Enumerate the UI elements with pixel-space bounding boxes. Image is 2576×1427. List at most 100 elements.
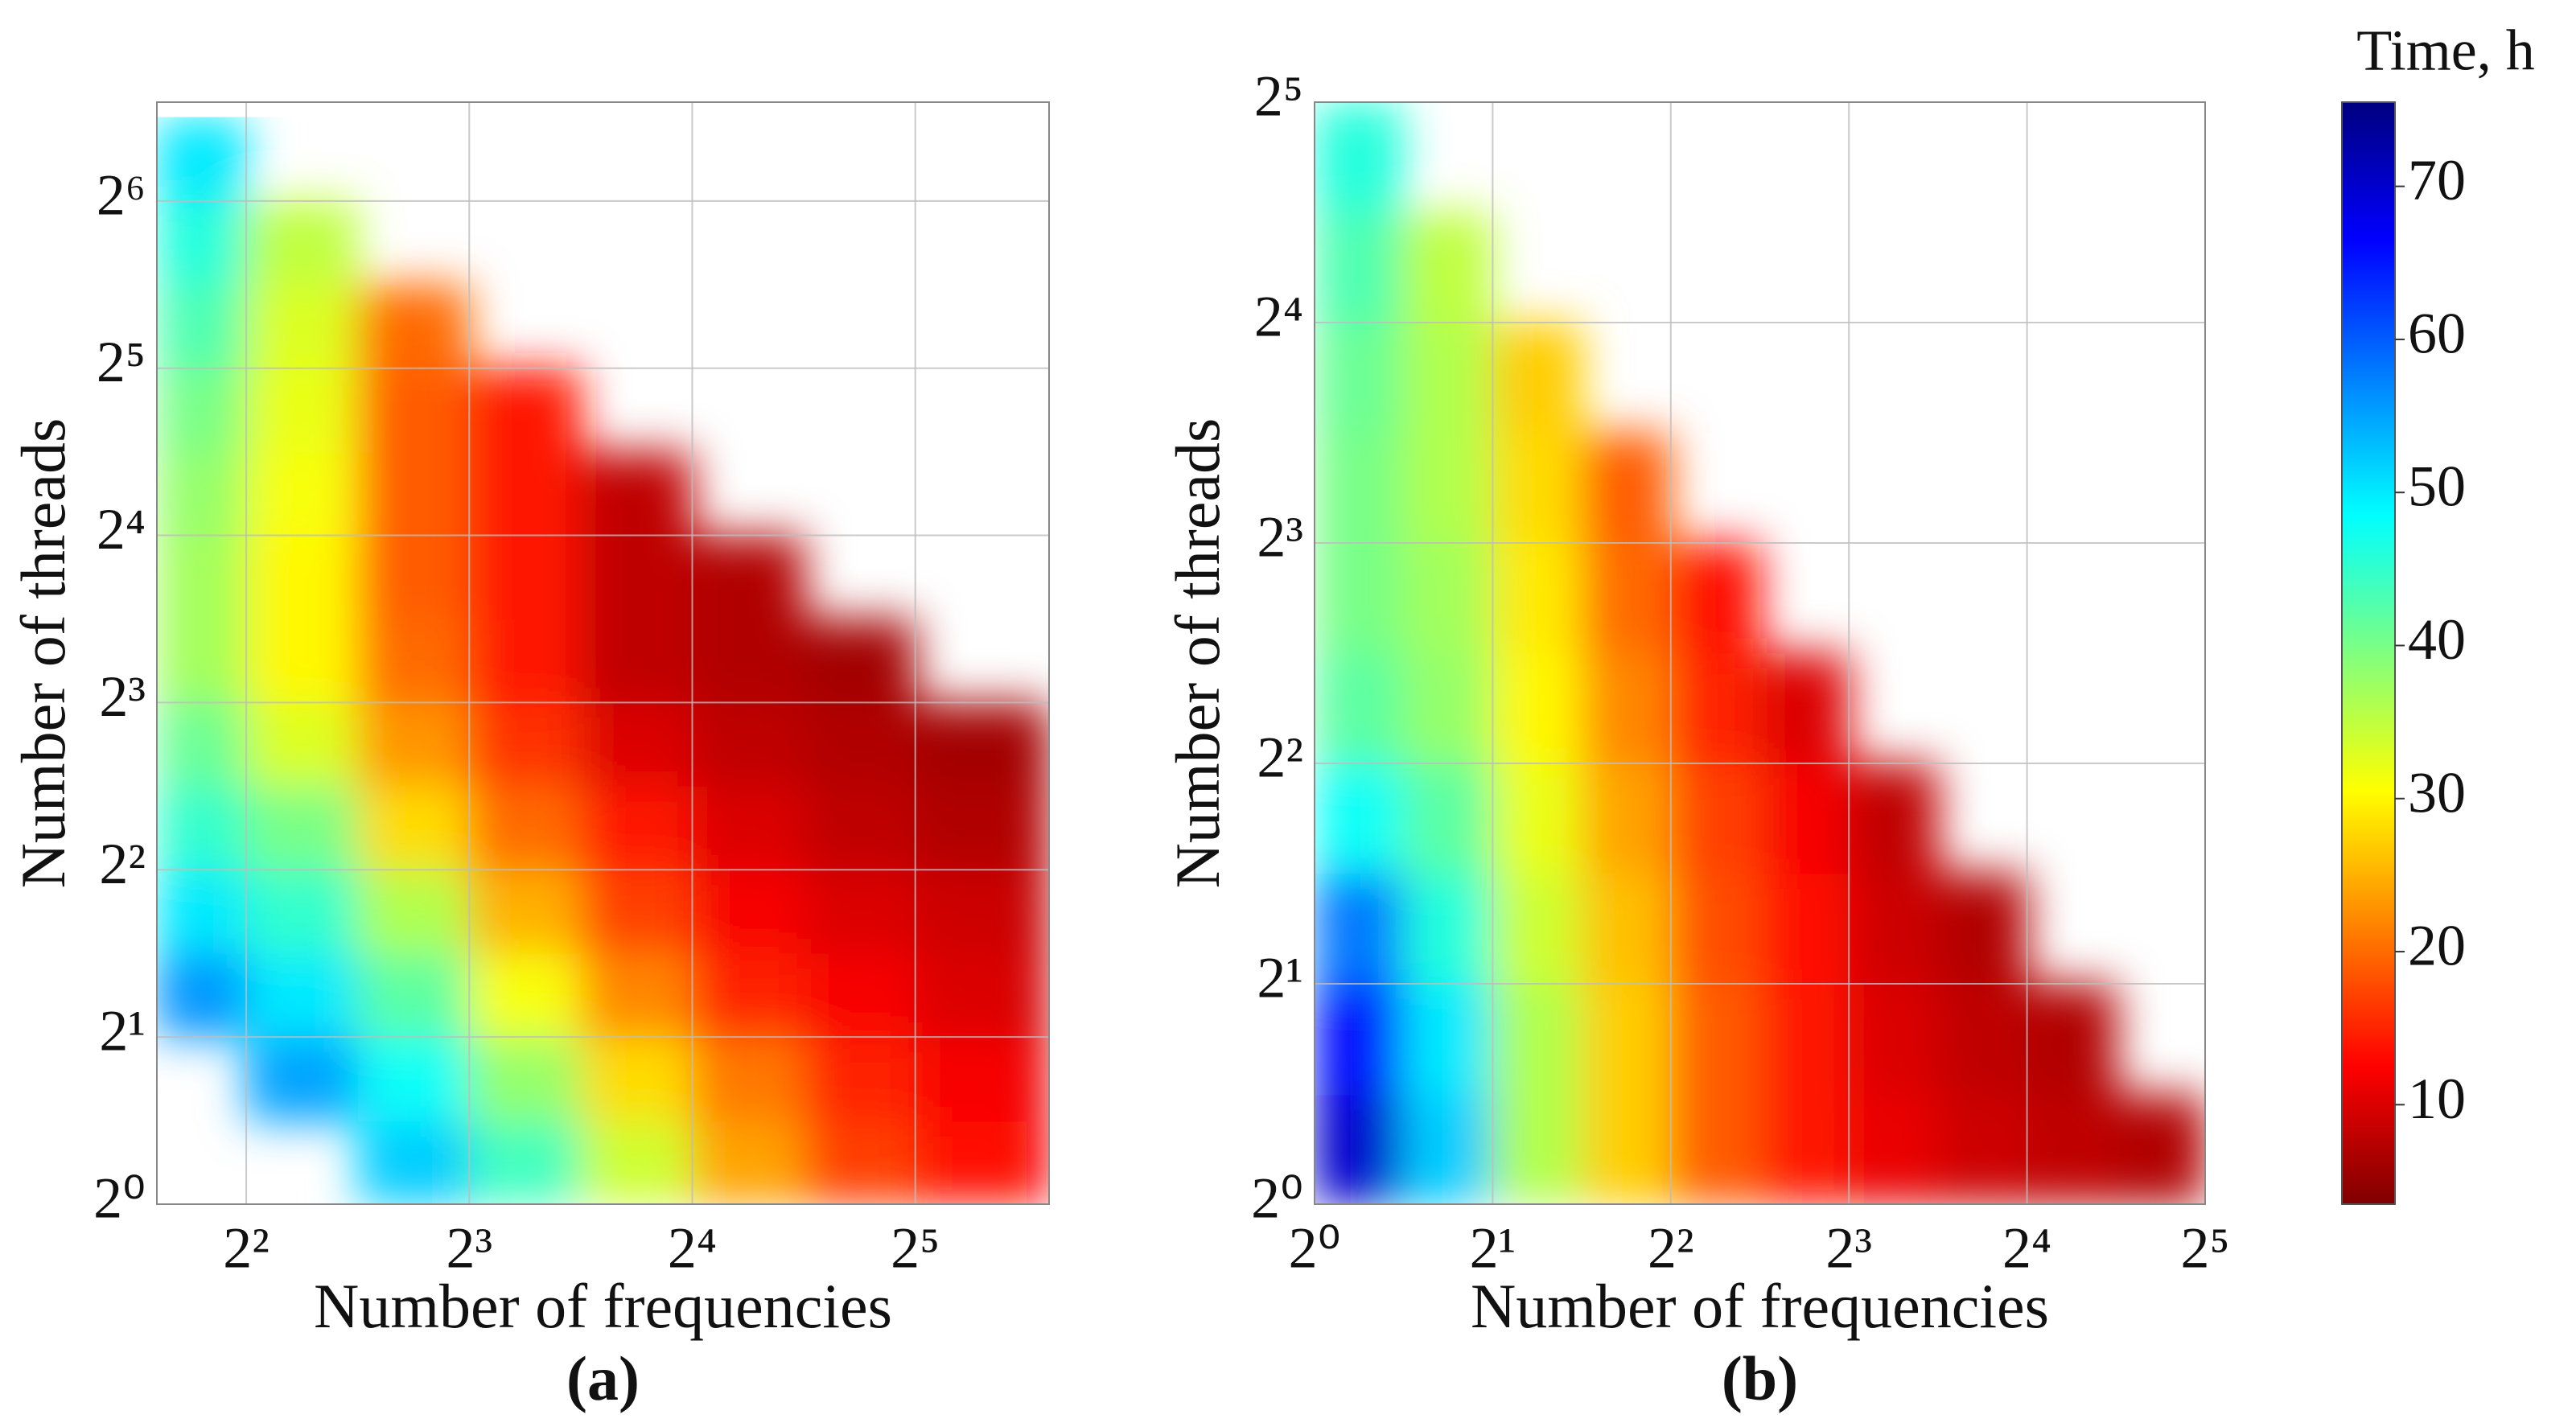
y-axis-label: Number of threads bbox=[8, 418, 78, 889]
heat-cell bbox=[1027, 786, 1049, 870]
plot-area bbox=[157, 117, 1049, 1204]
heat-cell bbox=[915, 953, 1027, 1038]
heat-cell bbox=[357, 870, 470, 954]
heat-cell bbox=[1315, 433, 1404, 544]
heatmap bbox=[1315, 102, 2205, 1204]
heat-cell bbox=[357, 284, 470, 369]
x-axis-label: Number of frequencies bbox=[314, 1271, 892, 1341]
heat-cell bbox=[692, 786, 804, 870]
heat-cell bbox=[1759, 873, 1850, 985]
y-axis-label: Number of threads bbox=[1162, 418, 1232, 889]
heat-cell bbox=[246, 953, 359, 1038]
heat-cell bbox=[915, 870, 1027, 954]
heat-cell bbox=[1315, 1095, 1404, 1204]
heat-cell bbox=[1670, 763, 1761, 874]
y-tick-label: 2³ bbox=[1257, 505, 1303, 570]
heat-cell bbox=[1402, 984, 1493, 1096]
x-tick-label: 2⁵ bbox=[891, 1216, 940, 1281]
heat-cell bbox=[246, 1037, 359, 1122]
heat-cell bbox=[157, 451, 247, 537]
heat-cell bbox=[692, 1037, 804, 1122]
heat-cell bbox=[580, 1037, 693, 1122]
heat-cell bbox=[1315, 873, 1404, 985]
heat-cell bbox=[246, 451, 359, 537]
heat-cell bbox=[157, 117, 247, 202]
heat-cell bbox=[804, 1037, 916, 1122]
heat-cell bbox=[580, 870, 693, 954]
heat-cell bbox=[1402, 652, 1493, 764]
colorbar-tick-label: 20 bbox=[2408, 914, 2466, 978]
heat-cell bbox=[1582, 984, 1672, 1096]
heat-cell bbox=[1582, 543, 1672, 654]
heat-cell bbox=[469, 535, 582, 620]
heat-cell bbox=[469, 1121, 582, 1204]
heat-cell bbox=[804, 619, 916, 703]
heat-cell bbox=[1027, 1121, 1049, 1204]
heat-cell bbox=[1759, 763, 1850, 874]
heat-cell bbox=[157, 953, 247, 1038]
heat-cell bbox=[357, 702, 470, 787]
y-tick-label: 2⁰ bbox=[1251, 1166, 1303, 1231]
heat-cell bbox=[1937, 1095, 2028, 1204]
heat-cell bbox=[357, 953, 470, 1038]
heat-cell bbox=[1492, 543, 1582, 654]
heat-cell bbox=[357, 1037, 470, 1122]
x-tick-label: 2⁵ bbox=[2180, 1216, 2229, 1281]
heat-cell bbox=[1027, 870, 1049, 954]
y-tick-label: 2¹ bbox=[99, 999, 146, 1063]
heat-cell bbox=[1027, 953, 1049, 1038]
heat-cell bbox=[469, 451, 582, 537]
heat-cell bbox=[357, 619, 470, 703]
heat-cell bbox=[469, 1037, 582, 1122]
y-tick-label: 2⁰ bbox=[93, 1166, 146, 1231]
heat-cell bbox=[804, 786, 916, 870]
heat-cell bbox=[804, 1121, 916, 1204]
heat-cell bbox=[692, 870, 804, 954]
heat-cell bbox=[2027, 984, 2117, 1096]
heat-cell bbox=[1670, 543, 1761, 654]
heat-cell bbox=[580, 1121, 693, 1204]
heat-cell bbox=[804, 870, 916, 954]
colorbar-tick-label: 70 bbox=[2408, 148, 2466, 212]
colorbar-tick-label: 10 bbox=[2408, 1067, 2466, 1131]
heat-cell bbox=[246, 702, 359, 787]
heat-cell bbox=[1582, 1095, 1672, 1204]
heatmap bbox=[157, 117, 1049, 1204]
y-tick-label: 2⁶ bbox=[97, 162, 146, 227]
y-tick-label: 2¹ bbox=[1257, 946, 1303, 1010]
heat-cell bbox=[1582, 433, 1672, 544]
heat-cell bbox=[1315, 102, 1404, 213]
heat-cell bbox=[357, 535, 470, 620]
panel-label: (b) bbox=[1722, 1343, 1798, 1413]
plot-area bbox=[1315, 102, 2205, 1204]
x-tick-label: 2² bbox=[223, 1216, 270, 1281]
heat-cell bbox=[1492, 433, 1582, 544]
heat-cell bbox=[2116, 1095, 2205, 1204]
heat-cell bbox=[1315, 984, 1404, 1096]
heat-cell bbox=[580, 786, 693, 870]
heat-cell bbox=[469, 619, 582, 703]
y-tick-label: 2³ bbox=[99, 664, 146, 729]
heat-cell bbox=[157, 786, 247, 870]
heat-cell bbox=[1849, 873, 1939, 985]
heat-cell bbox=[1492, 984, 1582, 1096]
heat-cell bbox=[246, 786, 359, 870]
heat-cell bbox=[357, 1121, 470, 1204]
heat-cell bbox=[469, 870, 582, 954]
heat-cell bbox=[246, 200, 359, 286]
heat-cell bbox=[1492, 652, 1582, 764]
heat-cell bbox=[1582, 873, 1672, 985]
y-tick-label: 2⁴ bbox=[1254, 285, 1303, 349]
heat-cell bbox=[1670, 652, 1761, 764]
heat-cell bbox=[157, 368, 247, 453]
heat-cell bbox=[357, 786, 470, 870]
heat-cell bbox=[246, 535, 359, 620]
heat-cell bbox=[1670, 984, 1761, 1096]
heat-cell bbox=[357, 451, 470, 537]
x-tick-label: 2² bbox=[1648, 1216, 1694, 1281]
heat-cell bbox=[1402, 212, 1493, 323]
heat-cell bbox=[1402, 873, 1493, 985]
panel-label: (a) bbox=[566, 1343, 640, 1413]
x-tick-label: 2¹ bbox=[1470, 1216, 1516, 1281]
colorbar-tick-label: 50 bbox=[2408, 454, 2466, 519]
